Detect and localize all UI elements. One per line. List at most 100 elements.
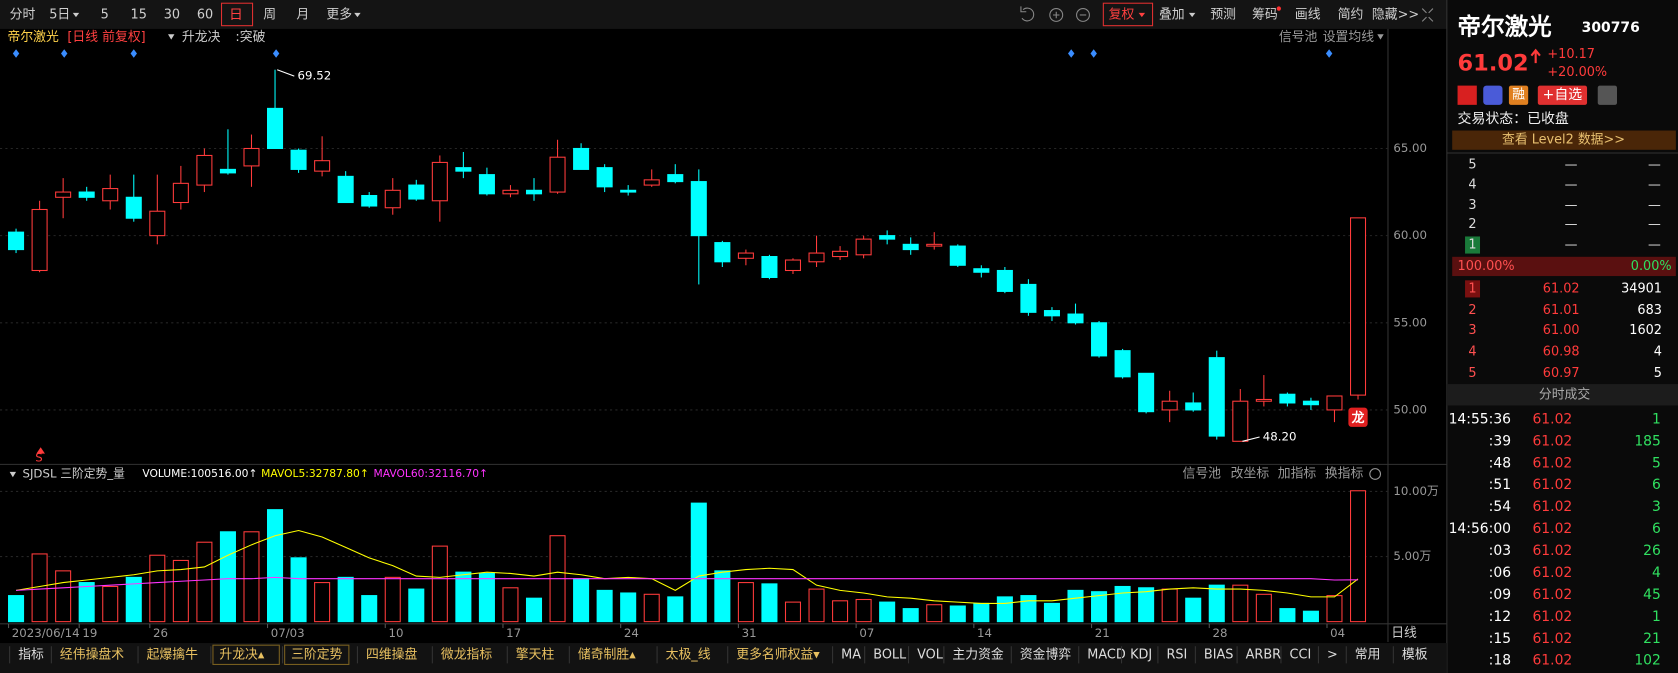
level2-button[interactable]: 查看 Level2 数据>> bbox=[1502, 132, 1625, 148]
volume-bar bbox=[384, 576, 401, 623]
pane-action[interactable]: 改坐标 bbox=[1231, 466, 1270, 481]
volume-bar bbox=[737, 582, 754, 623]
period-button[interactable]: 30 bbox=[164, 7, 180, 22]
indicator-tab[interactable]: KDJ bbox=[1130, 647, 1152, 662]
signal-diamonds bbox=[12, 49, 1333, 58]
x-tick-label: 07/03 bbox=[271, 626, 305, 640]
indicator-tab[interactable]: 资金博弈 bbox=[1020, 646, 1071, 662]
indicator-tab[interactable]: MACD bbox=[1087, 647, 1126, 662]
x-tick-label: 31 bbox=[742, 626, 757, 640]
candle-body bbox=[620, 189, 637, 193]
candle-body bbox=[1208, 357, 1225, 437]
tool-button[interactable]: 叠加 bbox=[1159, 7, 1185, 22]
indicator-tab[interactable]: > bbox=[1327, 647, 1338, 662]
indicator-tab[interactable]: 储奇制胜▴ bbox=[578, 646, 636, 662]
indicator-tab[interactable]: 起爆擒牛 bbox=[147, 646, 198, 662]
indicator-tab[interactable]: CCI bbox=[1290, 647, 1312, 662]
indicator-tab[interactable]: BOLL bbox=[873, 647, 907, 662]
ask-price: — bbox=[1565, 217, 1578, 232]
tool-button[interactable]: 隐藏>> bbox=[1372, 7, 1419, 22]
trade-price: 61.02 bbox=[1532, 499, 1572, 515]
indicator-tab[interactable]: 微龙指标 bbox=[441, 647, 492, 662]
period-button[interactable]: 日 bbox=[229, 7, 243, 23]
indicator-tab[interactable]: 更多名师权益▾ bbox=[736, 646, 820, 662]
indicator-tab[interactable]: VOL bbox=[917, 647, 944, 662]
candle-body bbox=[267, 107, 284, 150]
indicator-tab[interactable]: 擎天柱 bbox=[516, 647, 555, 662]
rong-button[interactable]: 融 bbox=[1512, 88, 1525, 103]
volume-bar bbox=[643, 593, 660, 623]
indicator-tab[interactable]: 模板 bbox=[1402, 647, 1428, 662]
indicator-tab[interactable]: 升龙决▴ bbox=[219, 647, 264, 662]
trade-volume: 21 bbox=[1643, 631, 1661, 647]
indicator-tab[interactable]: ARBR bbox=[1246, 647, 1281, 662]
pane-action[interactable]: 换指标 bbox=[1325, 466, 1364, 481]
pane-action[interactable]: 加指标 bbox=[1278, 466, 1317, 481]
volume-title: SJDSL 三阶定势_量 bbox=[22, 466, 125, 480]
candle-body bbox=[102, 188, 119, 202]
period-button[interactable]: 5日 bbox=[49, 7, 70, 22]
toolbar-icons[interactable] bbox=[1020, 6, 1434, 22]
close-icon[interactable] bbox=[1369, 468, 1382, 480]
trade-volume: 5 bbox=[1652, 455, 1661, 471]
tool-button[interactable]: 画线 bbox=[1295, 7, 1321, 22]
indicator-tab[interactable]: 太极_线 bbox=[666, 647, 711, 662]
bid-price: 61.02 bbox=[1543, 281, 1580, 296]
tool-button[interactable]: 简约 bbox=[1338, 7, 1364, 22]
fullscreen-icon[interactable] bbox=[1421, 8, 1434, 22]
ma-line bbox=[15, 529, 1359, 604]
indicator-tab[interactable]: RSI bbox=[1166, 647, 1187, 662]
annotation-label: 69.52 bbox=[298, 69, 332, 83]
tool-button[interactable]: 预测 bbox=[1210, 7, 1236, 22]
volume-bar bbox=[78, 582, 95, 623]
set-ma[interactable]: 设置均线 bbox=[1323, 30, 1374, 45]
add-watch-button[interactable]: +自选 bbox=[1543, 87, 1583, 103]
tabbar-bg bbox=[0, 643, 1447, 673]
volume-bar bbox=[973, 602, 990, 623]
volume-bar bbox=[1232, 584, 1249, 623]
ask-price: — bbox=[1565, 178, 1578, 193]
quote-price: 61.02 bbox=[1458, 51, 1529, 77]
level2-bg[interactable] bbox=[1452, 130, 1676, 150]
trade-time: 14:56:00 bbox=[1449, 521, 1511, 537]
indicator-caret bbox=[168, 34, 175, 40]
candle-body bbox=[243, 147, 260, 167]
period-button[interactable]: 周 bbox=[263, 7, 276, 22]
candle-body bbox=[219, 168, 236, 174]
pane-action[interactable]: 信号池 bbox=[1183, 466, 1222, 481]
trade-time: :18 bbox=[1489, 653, 1511, 669]
candle-body bbox=[996, 269, 1013, 292]
indicator-tab[interactable]: 经伟操盘术 bbox=[60, 646, 124, 662]
candle-body bbox=[1043, 310, 1060, 317]
bid-volume: 5 bbox=[1654, 366, 1662, 381]
candle-body bbox=[431, 161, 448, 202]
candle-body bbox=[1020, 283, 1037, 313]
x-tick-label: 26 bbox=[153, 626, 168, 640]
candle-body bbox=[549, 156, 566, 193]
x-tick-label: 24 bbox=[624, 626, 639, 640]
period-button[interactable]: 月 bbox=[296, 7, 309, 22]
period-button[interactable]: 15 bbox=[131, 7, 147, 22]
tool-button[interactable]: 复权 bbox=[1109, 6, 1135, 22]
indicator-tab[interactable]: 常用 bbox=[1355, 647, 1381, 662]
indicator-tab[interactable]: 四维操盘 bbox=[366, 646, 417, 662]
bid-volume: 34901 bbox=[1621, 281, 1662, 296]
period-button[interactable]: 60 bbox=[197, 7, 213, 22]
zoom-out-icon[interactable] bbox=[1076, 8, 1090, 22]
indicator-tab[interactable]: MA bbox=[841, 647, 861, 662]
indicator-tab[interactable]: 三阶定势 bbox=[291, 646, 342, 662]
bell-icon[interactable] bbox=[1597, 85, 1618, 105]
signal-pool[interactable]: 信号池 bbox=[1279, 30, 1318, 45]
indicator-tab[interactable]: 主力资金 bbox=[952, 646, 1003, 662]
zoom-in-icon[interactable] bbox=[1049, 8, 1064, 22]
candle-body bbox=[1279, 393, 1296, 404]
tool-button[interactable]: 筹码 bbox=[1252, 6, 1278, 22]
period-button[interactable]: 5 bbox=[101, 7, 109, 22]
undo-icon[interactable] bbox=[1020, 6, 1035, 22]
indicator-tab[interactable]: BIAS bbox=[1204, 647, 1234, 662]
period-unit: 日线 bbox=[1391, 626, 1417, 641]
period-button[interactable]: 分时 bbox=[10, 7, 36, 22]
trade-time: :12 bbox=[1489, 609, 1511, 625]
period-button[interactable]: 更多 bbox=[326, 7, 352, 22]
indicator-tab[interactable]: 指标 bbox=[18, 647, 44, 662]
